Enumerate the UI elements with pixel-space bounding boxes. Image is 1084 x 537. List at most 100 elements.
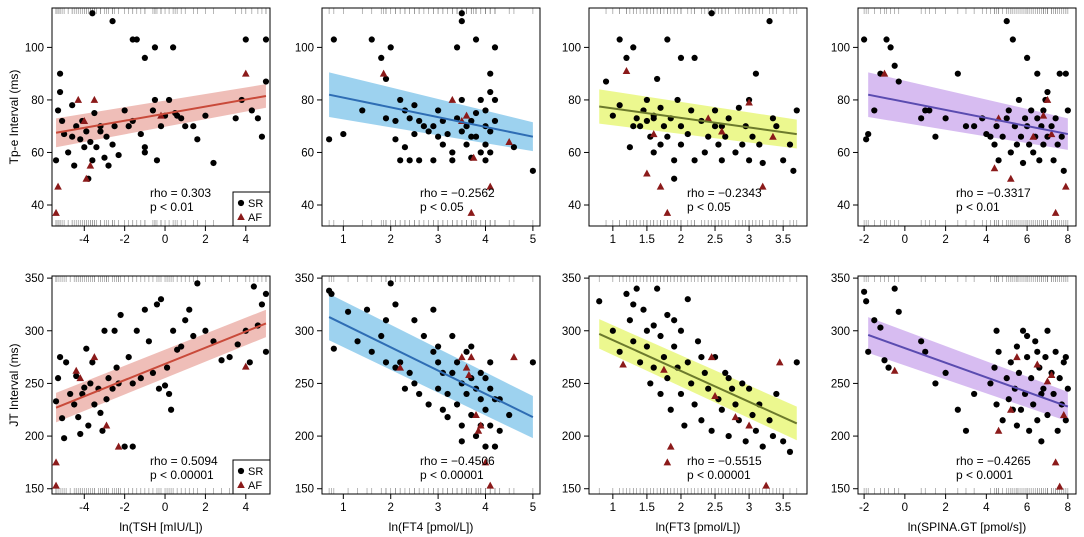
sr-point xyxy=(643,327,651,334)
sr-point xyxy=(759,159,766,167)
af-point xyxy=(1043,95,1052,103)
x-tick-label: 2.5 xyxy=(707,502,723,514)
sr-point xyxy=(1026,427,1033,434)
af-point xyxy=(510,353,518,361)
sr-point xyxy=(496,427,503,434)
sr-point xyxy=(416,390,423,398)
sr-point xyxy=(420,332,427,340)
x-tick-label: 4 xyxy=(243,234,250,246)
sr-point xyxy=(328,290,335,298)
rho-annotation: rho = −0.4506 xyxy=(420,454,495,468)
regression-line xyxy=(867,334,1069,408)
y-tick-label: 40 xyxy=(837,200,850,212)
sr-point xyxy=(121,107,128,114)
x-tick-label: 3 xyxy=(435,234,441,246)
sr-point xyxy=(113,364,120,371)
af-point xyxy=(1051,208,1060,216)
regression-line xyxy=(328,93,534,138)
sr-point xyxy=(1030,401,1037,408)
x-tick-label: 4 xyxy=(243,502,250,514)
sr-point xyxy=(77,136,84,143)
sr-point xyxy=(1028,107,1035,114)
x-tick-label: 5 xyxy=(530,234,536,246)
sr-point xyxy=(482,375,489,382)
af-point xyxy=(880,69,889,77)
sr-point xyxy=(167,406,175,413)
sr-point xyxy=(749,411,756,419)
af-point xyxy=(90,353,99,361)
sr-point xyxy=(330,345,337,352)
sr-point xyxy=(1009,36,1016,43)
sr-point xyxy=(472,133,480,140)
confidence-band xyxy=(599,89,797,149)
sr-point xyxy=(1030,149,1037,156)
sr-point xyxy=(616,36,623,43)
sr-point xyxy=(636,359,644,366)
sr-point xyxy=(97,128,104,135)
sr-point xyxy=(1032,338,1039,345)
sr-point xyxy=(262,36,270,43)
x-tick-label: 2 xyxy=(942,502,948,514)
af-point xyxy=(448,95,457,103)
sr-point xyxy=(780,438,787,445)
x-tick-label: 2.5 xyxy=(707,234,723,246)
sr-point xyxy=(472,109,480,117)
sr-point xyxy=(52,398,60,405)
plot-frame xyxy=(51,7,271,227)
af-point xyxy=(619,360,627,368)
sr-point xyxy=(722,369,729,376)
y-tick-label: 200 xyxy=(562,431,581,443)
rho-annotation: rho = −0.2343 xyxy=(687,186,762,200)
sr-point xyxy=(435,133,442,140)
sr-point xyxy=(883,36,890,43)
sr-point xyxy=(1058,133,1065,140)
sr-point xyxy=(1044,327,1051,334)
sr-point xyxy=(69,133,76,140)
sr-point xyxy=(52,157,60,164)
sr-point xyxy=(647,380,654,387)
sr-point xyxy=(210,159,217,167)
sr-point xyxy=(54,107,62,114)
x-tick-label: 4 xyxy=(983,234,990,246)
sr-point xyxy=(153,301,161,308)
rho-annotation: rho = 0.5094 xyxy=(150,454,218,468)
sr-point xyxy=(742,438,749,445)
legend-sr-marker xyxy=(237,467,245,475)
sr-point xyxy=(698,353,705,361)
sr-point xyxy=(1007,149,1014,156)
sr-point xyxy=(430,123,437,130)
plot-frame xyxy=(588,7,808,227)
x-axis-label: ln(TSH [mIU/L]) xyxy=(119,520,202,534)
sr-point xyxy=(262,348,270,355)
x-tick-label: 2 xyxy=(678,234,684,246)
sr-point xyxy=(56,88,64,96)
sr-point xyxy=(487,88,494,96)
sr-point xyxy=(1019,327,1027,334)
af-point xyxy=(994,426,1003,434)
y-tick-label: 300 xyxy=(562,326,581,338)
sr-point xyxy=(182,123,189,130)
sr-point xyxy=(420,123,427,130)
sr-point xyxy=(1034,70,1041,77)
x-tick-label: 1 xyxy=(340,234,346,246)
sr-point xyxy=(1044,88,1051,96)
y-tick-label: 300 xyxy=(25,326,44,338)
sr-point xyxy=(449,369,456,376)
regression-line xyxy=(599,105,797,136)
y-tick-label: 250 xyxy=(295,378,314,390)
sr-point xyxy=(368,36,375,43)
af-point xyxy=(241,69,250,77)
sr-point xyxy=(1054,427,1061,434)
p-value-annotation: p < 0.00001 xyxy=(150,468,214,482)
af-point xyxy=(462,363,471,371)
af-point xyxy=(52,208,60,216)
sr-point xyxy=(705,133,712,140)
sr-point xyxy=(918,115,925,122)
sr-point xyxy=(1038,438,1045,445)
sr-point xyxy=(463,141,470,148)
sr-point xyxy=(1036,157,1043,164)
sr-point xyxy=(392,117,399,125)
sr-point xyxy=(1054,141,1061,148)
sr-point xyxy=(111,327,118,334)
sr-point xyxy=(1050,157,1057,164)
